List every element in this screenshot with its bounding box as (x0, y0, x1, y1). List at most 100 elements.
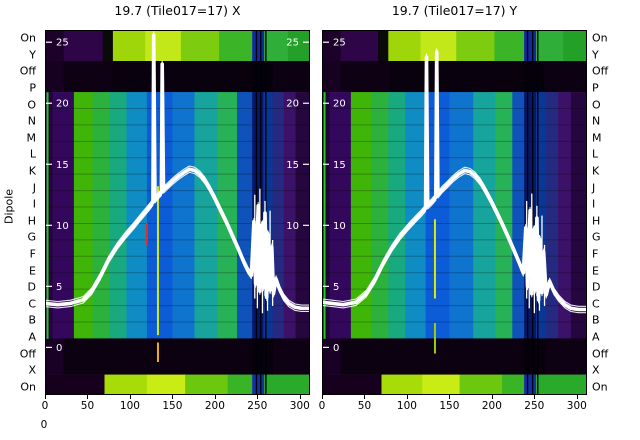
dipole-tick-label: D (27, 280, 36, 294)
svg-text:25: 25 (286, 38, 299, 49)
heatmap-panel-y: 25 20 15 10 5 0 (322, 30, 587, 395)
svg-text:10: 10 (56, 221, 69, 232)
panel-title-y: 19.7 (Tile017=17) Y (391, 3, 518, 18)
svg-text:25: 25 (333, 38, 346, 49)
x-tick-mark (491, 395, 493, 399)
panel-spine (322, 30, 587, 395)
overlay-line (322, 48, 587, 314)
dipole-tick-label: C (28, 297, 36, 311)
x-tick-mark (299, 395, 301, 399)
dipole-tick-label: O (592, 98, 601, 112)
dipole-tick-label: On (592, 31, 608, 45)
svg-text:15: 15 (333, 160, 346, 171)
dipole-tick-label: E (29, 264, 36, 278)
dipole-tick-label: Y (592, 48, 599, 62)
dipole-tick-label: J (592, 181, 596, 195)
svg-text:15: 15 (286, 160, 299, 171)
svg-text:20: 20 (333, 99, 346, 110)
dipole-tick-label: G (27, 230, 36, 244)
x-tick-mark (214, 395, 216, 399)
inner-axis-ticks: 25 20 15 10 5 0 (322, 38, 346, 354)
dipole-tick-label: Off (19, 64, 36, 78)
extra-zero-tick: 0 (40, 419, 48, 431)
panel-spine (45, 30, 310, 395)
x-tick-mark (129, 395, 131, 399)
svg-text:15: 15 (56, 160, 69, 171)
x-tick-mark (449, 395, 451, 399)
x-tick-mark (576, 395, 578, 399)
x-tick-label: 200 (481, 400, 502, 412)
x-tick-mark (257, 395, 259, 399)
dipole-tick-label: K (592, 164, 600, 178)
x-tick-label: 0 (41, 400, 49, 412)
panel-title-x: 19.7 (Tile017=17) X (114, 3, 241, 18)
heatmap-panel-x: 25 20 15 10 5 0 25 20 15 10 (45, 30, 310, 395)
dipole-axis-label: Dipole (2, 188, 16, 225)
dipole-tick-label: B (592, 313, 600, 327)
x-tick-mark (534, 395, 536, 399)
dipole-tick-label: L (592, 147, 599, 161)
dipole-tick-label: I (32, 197, 36, 211)
dipole-tick-label: G (592, 230, 601, 244)
x-tick-mark (406, 395, 408, 399)
dipole-tick-label: J (32, 181, 36, 195)
x-tick-label: 150 (439, 400, 460, 412)
dipole-tick-label: N (27, 114, 36, 128)
dipole-tick-label: Off (19, 347, 36, 361)
x-tick-label: 0 (318, 400, 326, 412)
overlay-line (45, 31, 310, 313)
dipole-tick-label: F (29, 247, 36, 261)
svg-text:10: 10 (286, 221, 299, 232)
svg-text:20: 20 (286, 99, 299, 110)
x-tick-mark (322, 395, 323, 399)
x-tick-mark (172, 395, 174, 399)
x-tick-mark (45, 395, 46, 399)
dipole-tick-label: P (29, 81, 36, 95)
heatmap-bands (45, 30, 310, 395)
svg-text:25: 25 (56, 38, 69, 49)
x-tick-mark (364, 395, 366, 399)
svg-text:0: 0 (56, 343, 62, 354)
dipole-tick-label: P (592, 81, 599, 95)
svg-text:10: 10 (333, 221, 346, 232)
x-tick-label: 100 (396, 400, 417, 412)
dipole-tick-label: H (27, 214, 36, 228)
dipole-tick-label: On (20, 31, 36, 45)
dipole-tick-label: Off (592, 347, 609, 361)
dipole-tick-label: Off (592, 64, 609, 78)
x-tick-mark (87, 395, 89, 399)
x-tick-label: 50 (357, 400, 372, 412)
dipole-tick-label: A (28, 330, 36, 344)
dipole-tick-label: O (27, 98, 36, 112)
dipole-tick-label: D (592, 280, 601, 294)
x-tick-label: 50 (80, 400, 95, 412)
dipole-tick-label: M (592, 131, 602, 145)
dipole-tick-label: Y (29, 48, 36, 62)
svg-text:5: 5 (333, 282, 339, 293)
dipole-tick-label: K (28, 164, 36, 178)
x-tick-label: 300 (566, 400, 587, 412)
x-tick-label: 100 (119, 400, 140, 412)
dipole-tick-label: N (592, 114, 601, 128)
dipole-tick-label: H (592, 214, 601, 228)
dipole-tick-label: B (28, 313, 36, 327)
dipole-tick-label: On (592, 380, 608, 394)
dipole-tick-label: I (592, 197, 596, 211)
dipole-tick-label: A (592, 330, 600, 344)
dipole-tick-label: E (592, 264, 599, 278)
dipole-tick-label: L (29, 147, 36, 161)
svg-text:5: 5 (56, 282, 62, 293)
dipole-tick-label: F (592, 247, 599, 261)
heatmap-bands (322, 30, 587, 395)
x-tick-label: 200 (204, 400, 225, 412)
dipole-tick-label: X (28, 363, 36, 377)
dipole-tick-label: X (592, 363, 600, 377)
svg-text:0: 0 (333, 343, 339, 354)
inner-axis-ticks: 25 20 15 10 5 0 25 20 15 10 (45, 38, 310, 354)
dipole-tick-label: On (20, 380, 36, 394)
dipole-tick-label: C (592, 297, 600, 311)
svg-text:20: 20 (56, 99, 69, 110)
x-tick-label: 300 (289, 400, 310, 412)
x-tick-label: 250 (524, 400, 545, 412)
